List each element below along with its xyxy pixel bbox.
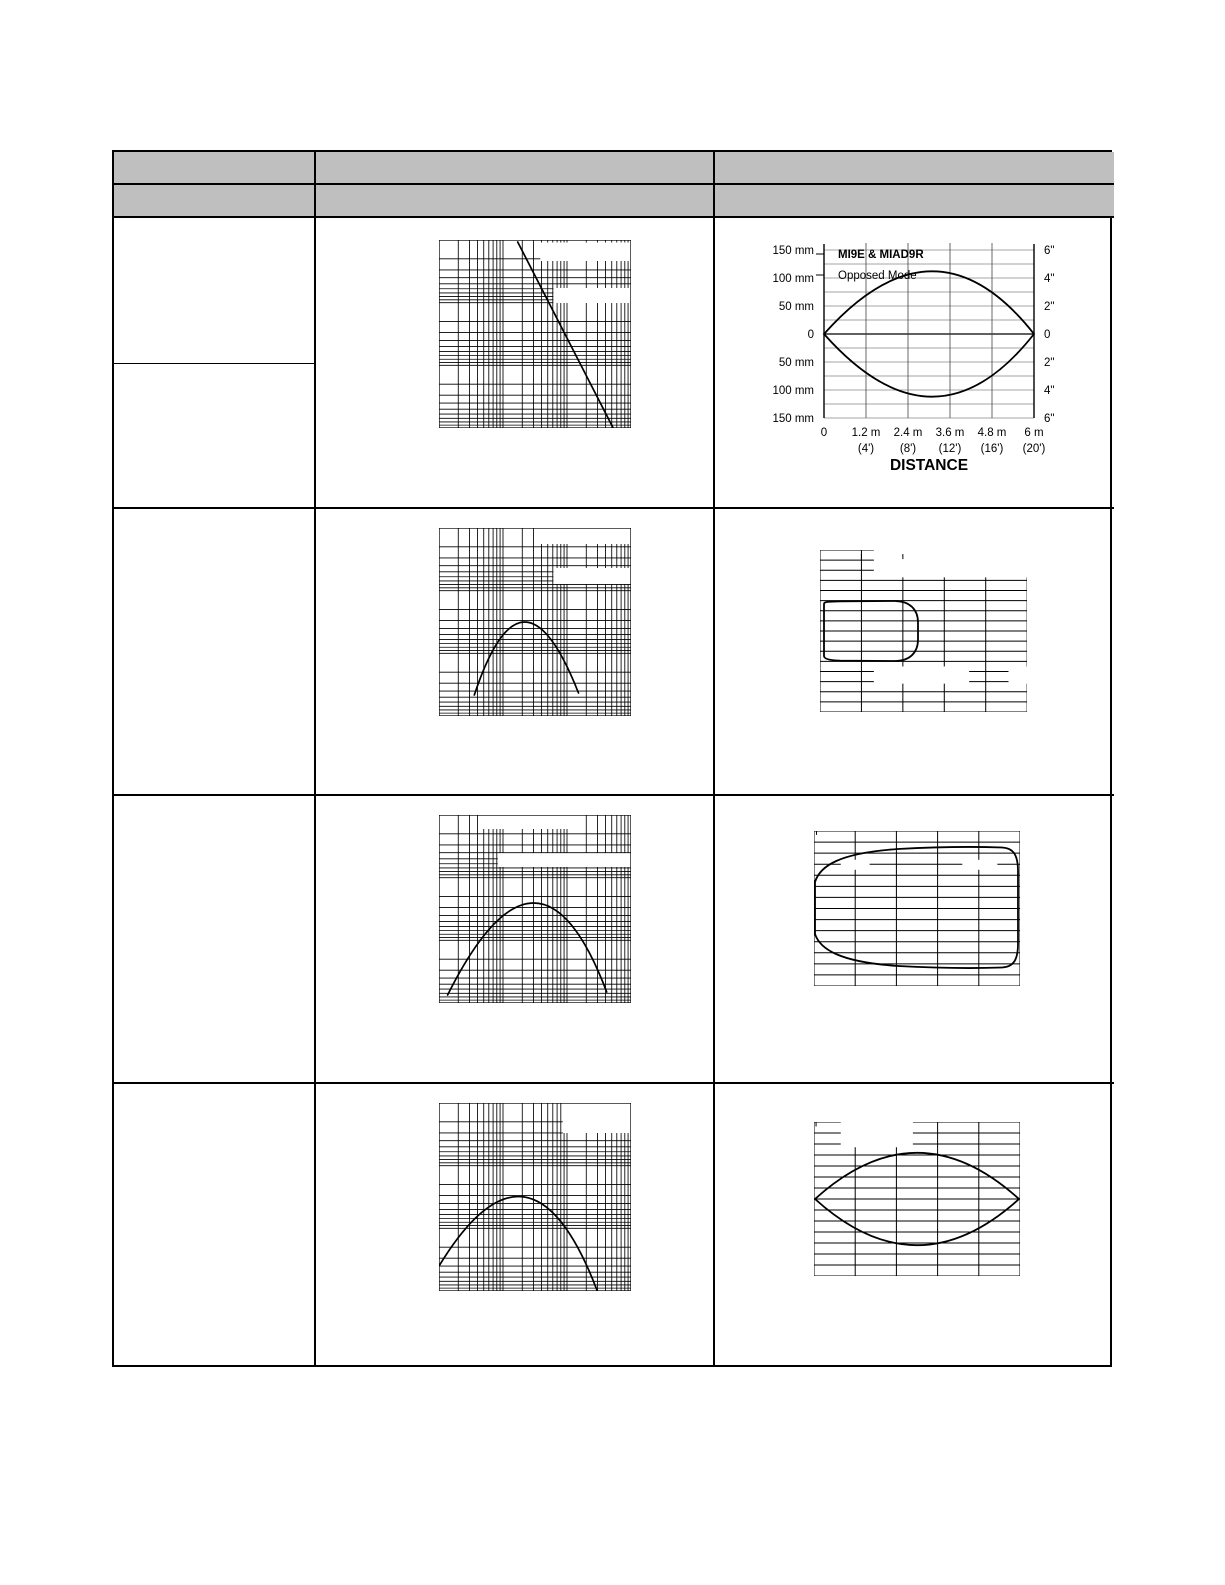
svg-text:50 mm: 50 mm — [779, 301, 814, 313]
svg-text:3.6 m: 3.6 m — [936, 427, 965, 439]
svg-text:(12'): (12') — [939, 443, 962, 455]
svg-text:50 mm: 50 mm — [779, 357, 814, 369]
svg-text:DISTANCE: DISTANCE — [890, 457, 968, 474]
svg-text:4": 4" — [1044, 385, 1054, 397]
svg-text:150 mm: 150 mm — [772, 413, 814, 425]
svg-text:0: 0 — [808, 329, 814, 341]
svg-text:1.2 m: 1.2 m — [852, 427, 881, 439]
svg-text:4.8 m: 4.8 m — [978, 427, 1007, 439]
svg-text:6": 6" — [1044, 413, 1054, 425]
svg-text:Opposed Mode: Opposed Mode — [838, 270, 917, 282]
svg-text:0: 0 — [821, 427, 827, 439]
svg-text:(8'): (8') — [900, 443, 916, 455]
svg-text:4": 4" — [1044, 273, 1054, 285]
svg-text:2": 2" — [1044, 357, 1054, 369]
svg-text:6": 6" — [1044, 245, 1054, 257]
svg-text:(20'): (20') — [1023, 443, 1046, 455]
svg-text:0: 0 — [1044, 329, 1050, 341]
svg-text:(4'): (4') — [858, 443, 874, 455]
svg-text:MI9E & MIAD9R: MI9E & MIAD9R — [838, 249, 924, 261]
svg-text:2": 2" — [1044, 301, 1054, 313]
svg-text:(16'): (16') — [981, 443, 1004, 455]
svg-text:2.4 m: 2.4 m — [894, 427, 923, 439]
svg-text:100 mm: 100 mm — [772, 273, 814, 285]
svg-text:100 mm: 100 mm — [772, 385, 814, 397]
svg-text:150 mm: 150 mm — [772, 245, 814, 257]
svg-text:6 m: 6 m — [1024, 427, 1043, 439]
